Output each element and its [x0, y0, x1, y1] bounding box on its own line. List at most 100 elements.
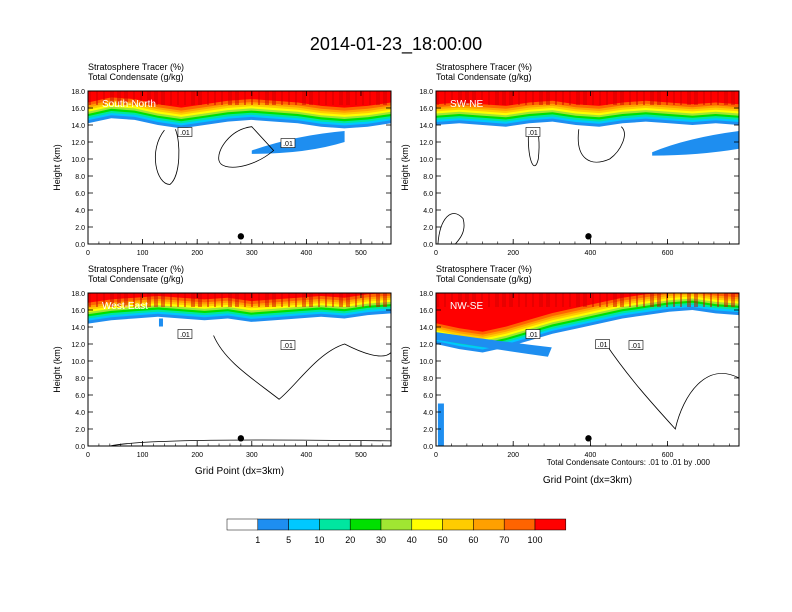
plot-frame	[435, 292, 740, 447]
condensate-patch	[437, 403, 444, 446]
y-tick-label: 0.0	[75, 242, 85, 249]
x-tick-label: 500	[355, 250, 367, 257]
colorbar-swatch	[473, 518, 505, 531]
x-tick-label: 100	[137, 250, 149, 257]
colorbar-label: 40	[407, 535, 417, 545]
y-tick-label: 6.0	[423, 393, 433, 400]
contour-label-box	[177, 329, 193, 339]
panel-subtitle-condensate: Total Condensate (g/kg)	[436, 72, 532, 82]
plot-area	[436, 293, 739, 446]
x-tick-label: 200	[507, 250, 519, 257]
condensate-contour	[213, 335, 391, 400]
colorbar-swatch	[319, 518, 351, 531]
colorbar-swatch	[288, 518, 320, 531]
x-tick-label: 600	[662, 250, 674, 257]
contour-label-box	[280, 138, 296, 148]
condensate-contour	[437, 213, 465, 244]
colorbar-swatch	[257, 518, 289, 531]
x-tick-label: 0	[434, 250, 438, 257]
panel-subtitle-condensate: Total Condensate (g/kg)	[88, 274, 184, 284]
y-tick-label: 4.0	[423, 208, 433, 215]
y-tick-label: 18.0	[71, 89, 85, 96]
contour-label: .01	[283, 343, 293, 350]
y-tick-label: 10.0	[71, 157, 85, 164]
x-tick-label: 500	[355, 452, 367, 459]
contour-label: .01	[180, 332, 190, 339]
y-tick-label: 8.0	[75, 174, 85, 181]
y-tick-label: 8.0	[423, 174, 433, 181]
y-tick-label: 14.0	[71, 123, 85, 130]
location-marker	[585, 435, 592, 442]
y-tick-label: 4.0	[75, 410, 85, 417]
y-tick-label: 10.0	[419, 359, 433, 366]
colorbar-swatch	[411, 518, 443, 531]
condensate-contour	[109, 439, 391, 446]
contour-label: .01	[283, 141, 293, 148]
contour-label: .01	[180, 130, 190, 137]
colorbar-swatch	[380, 518, 413, 531]
colorbar-label: 5	[286, 535, 291, 545]
colorbar-label: 70	[499, 535, 509, 545]
y-tick-label: 6.0	[75, 191, 85, 198]
colorbar-label: 1	[255, 535, 260, 545]
x-tick-label: 300	[246, 452, 258, 459]
location-marker	[585, 233, 592, 240]
condensate-contour	[605, 343, 739, 446]
plot-frame	[435, 90, 740, 245]
y-tick-label: 14.0	[71, 325, 85, 332]
panel-subtitle-tracer: Stratosphere Tracer (%)	[436, 264, 532, 274]
contour-label-box	[177, 127, 193, 137]
panel-south-north: Stratosphere Tracer (%)Total Condensate …	[52, 62, 392, 257]
y-tick-label: 12.0	[419, 342, 433, 349]
y-axis-label: Height (km)	[400, 346, 410, 393]
y-tick-label: 2.0	[423, 427, 433, 434]
x-tick-label: 100	[137, 452, 149, 459]
plot-area	[88, 91, 391, 244]
y-tick-label: 10.0	[71, 359, 85, 366]
colorbar-label: 60	[468, 535, 478, 545]
x-tick-label: 200	[507, 452, 519, 459]
condensate-patch	[158, 318, 163, 327]
x-tick-label: 0	[86, 452, 90, 459]
contour-label-box	[595, 339, 610, 350]
y-tick-label: 2.0	[75, 427, 85, 434]
y-tick-label: 6.0	[75, 393, 85, 400]
condensate-contour	[155, 129, 180, 185]
y-axis-label: Height (km)	[52, 144, 62, 191]
colorbar-label: 100	[527, 535, 542, 545]
condensate-contour	[577, 126, 625, 163]
panel-label: NW-SE	[450, 301, 483, 312]
x-tick-label: 300	[246, 250, 258, 257]
panel-subtitle-condensate: Total Condensate (g/kg)	[88, 72, 184, 82]
condensate-contour	[218, 126, 275, 168]
y-tick-label: 10.0	[419, 157, 433, 164]
panel-label: West-East	[102, 301, 148, 312]
y-tick-label: 2.0	[75, 225, 85, 232]
colorbar-label: 20	[345, 535, 355, 545]
location-marker	[237, 233, 245, 240]
figure-title: 2014-01-23_18:00:00	[310, 34, 482, 55]
colorbar-swatch	[349, 518, 382, 531]
x-tick-label: 200	[191, 250, 203, 257]
contour-label-box	[628, 340, 644, 350]
y-tick-label: 2.0	[423, 225, 433, 232]
x-axis-label: Grid Point (dx=3km)	[543, 475, 632, 486]
contour-footnote: Total Condensate Contours: .01 to .01 by…	[547, 458, 711, 467]
colorbar-swatch	[534, 518, 567, 531]
y-tick-label: 0.0	[75, 444, 85, 451]
x-tick-label: 0	[86, 250, 90, 257]
x-tick-label: 400	[585, 250, 597, 257]
x-tick-label: 200	[191, 452, 203, 459]
y-axis-label: Height (km)	[400, 144, 410, 191]
y-tick-label: 16.0	[71, 308, 85, 315]
y-tick-label: 16.0	[71, 106, 85, 113]
panel-sw-ne: Stratosphere Tracer (%)Total Condensate …	[400, 62, 740, 257]
y-tick-label: 12.0	[71, 140, 85, 147]
y-tick-label: 18.0	[419, 291, 433, 298]
y-tick-label: 16.0	[419, 308, 433, 315]
x-tick-label: 600	[662, 452, 674, 459]
contour-label: .01	[528, 332, 538, 339]
colorbar-swatch	[442, 518, 474, 531]
plot-frame	[87, 90, 392, 245]
contour-label: .01	[528, 130, 538, 137]
